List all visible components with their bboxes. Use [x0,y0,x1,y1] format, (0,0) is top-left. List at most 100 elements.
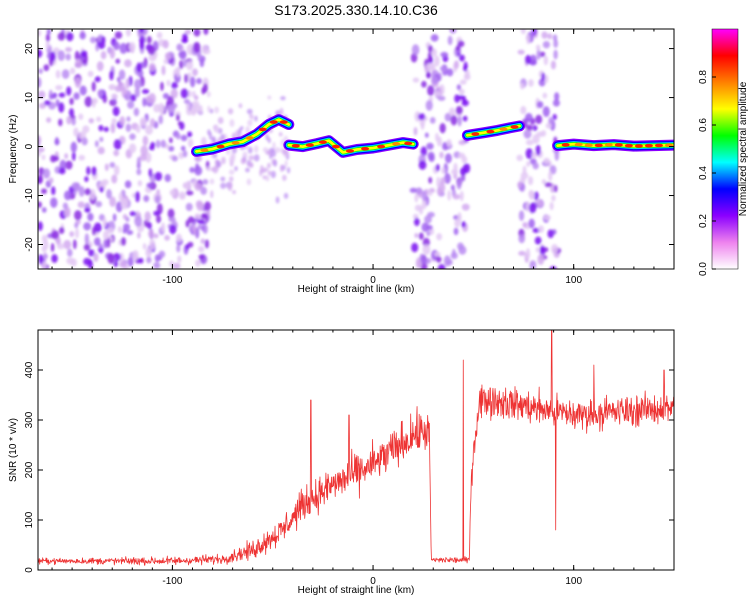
noise-blob [274,147,281,153]
spectrogram-xtick-label: -100 [162,275,182,286]
noise-blob [58,167,66,175]
noise-blob [101,36,106,44]
noise-blob [194,182,202,192]
spectrogram-ytick-label: -20 [24,237,35,252]
snr-ytick-label: 100 [24,511,35,528]
noise-blob [119,116,126,126]
noise-blob [455,45,460,52]
noise-blob [63,239,72,250]
noise-blob [253,145,259,153]
noise-blob [161,222,166,233]
noise-blob [144,211,151,222]
noise-blob [284,160,288,167]
noise-blob [203,29,209,35]
noise-blob [70,141,78,153]
noise-blob [538,225,544,233]
noise-blob [109,84,115,91]
noise-blob [281,174,287,181]
noise-blob [209,108,214,114]
noise-blob [422,237,430,248]
noise-blob [58,118,63,127]
noise-blob [246,178,252,186]
noise-blob [229,119,235,127]
noise-blob [88,249,95,257]
spectrogram-ytick-label: -10 [24,188,35,203]
noise-blob [211,167,215,172]
noise-blob [67,248,73,257]
noise-blob [459,79,467,85]
noise-blob [38,201,42,208]
noise-blob [109,70,114,81]
noise-blob [109,196,117,207]
noise-blob [434,90,441,97]
snr-series-line [38,330,674,566]
noise-blob [91,81,96,92]
noise-blob [459,190,464,202]
noise-blob [196,201,205,212]
noise-blob [220,176,226,182]
noise-blob [55,69,61,79]
noise-blob [539,245,546,256]
noise-blob [182,59,187,68]
noise-blob [194,95,199,101]
noise-blob [153,103,161,113]
noise-blob [152,233,159,239]
noise-blob [436,233,443,241]
noise-blob [454,94,461,103]
noise-blob [228,176,234,182]
noise-blob [184,29,192,35]
noise-blob [113,165,120,176]
noise-blob [522,222,528,228]
noise-blob [128,143,137,154]
noise-blob [450,169,459,175]
noise-blob [38,68,44,74]
noise-blob [167,104,176,114]
signal-core [499,127,508,131]
noise-blob [38,102,47,109]
noise-blob [533,191,539,201]
noise-blob [420,121,425,130]
noise-blob [92,226,96,236]
noise-blob [418,113,426,121]
noise-blob [542,40,551,49]
noise-blob [238,103,243,109]
noise-blob [193,29,201,37]
noise-blob [523,117,531,123]
noise-blob [238,127,242,135]
noise-blob [94,140,99,148]
signal-core [291,144,300,148]
noise-blob [175,233,182,243]
noise-blob [431,48,437,57]
noise-blob [439,65,448,72]
noise-blob [169,189,176,196]
signal-core [604,143,613,147]
noise-blob [133,107,140,117]
noise-blob [523,129,532,139]
noise-blob [49,93,57,100]
noise-blob [539,51,546,58]
noise-blob [86,166,91,176]
noise-blob [81,50,88,58]
colorbar-gradient [711,28,739,270]
noise-blob [78,113,84,120]
signal-core [644,143,653,148]
noise-blob [547,229,554,239]
noise-blob [518,210,525,221]
noise-blob [118,69,126,80]
signal-core [200,148,209,153]
noise-blob [125,29,132,37]
noise-blob [517,181,523,189]
noise-blob [61,69,70,79]
noise-blob [78,154,86,161]
noise-blob [248,155,255,161]
noise-blob [518,234,526,244]
noise-blob [461,99,469,107]
signal-core [231,141,240,145]
noise-blob [427,85,435,96]
noise-blob [51,230,60,240]
noise-blob [182,182,190,190]
signal-core [561,143,570,147]
noise-blob [78,186,85,197]
noise-blob [190,105,197,114]
